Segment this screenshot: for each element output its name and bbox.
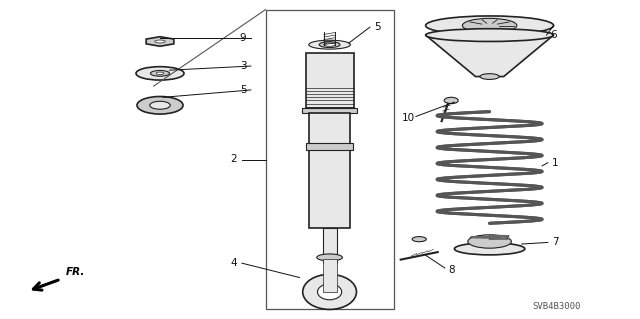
Ellipse shape: [317, 284, 342, 300]
Text: 9: 9: [240, 33, 246, 43]
Text: 3: 3: [240, 61, 246, 71]
Ellipse shape: [426, 16, 554, 35]
Bar: [309, 113, 351, 228]
Ellipse shape: [308, 40, 351, 49]
Ellipse shape: [319, 42, 340, 48]
Polygon shape: [146, 37, 174, 46]
Ellipse shape: [426, 29, 554, 41]
Bar: [303, 108, 357, 113]
Text: 7: 7: [552, 237, 558, 248]
Text: 2: 2: [230, 154, 237, 165]
Ellipse shape: [480, 74, 499, 79]
Text: SVB4B3000: SVB4B3000: [532, 302, 581, 311]
Ellipse shape: [303, 274, 356, 309]
Text: 5: 5: [374, 22, 381, 32]
Polygon shape: [426, 35, 554, 77]
Bar: [323, 259, 337, 292]
Bar: [307, 143, 353, 150]
Ellipse shape: [412, 237, 426, 242]
Ellipse shape: [468, 235, 511, 248]
Text: 4: 4: [230, 258, 237, 268]
Ellipse shape: [136, 67, 184, 80]
Ellipse shape: [155, 40, 165, 43]
Bar: [266, 10, 394, 309]
Ellipse shape: [454, 243, 525, 255]
Ellipse shape: [444, 97, 458, 104]
Ellipse shape: [137, 96, 183, 114]
Text: 6: 6: [550, 30, 557, 40]
Text: 5: 5: [240, 85, 246, 95]
Bar: [306, 53, 354, 108]
Ellipse shape: [324, 43, 335, 46]
Ellipse shape: [150, 70, 170, 76]
Ellipse shape: [317, 254, 342, 261]
Text: FR.: FR.: [66, 267, 85, 277]
Ellipse shape: [150, 101, 170, 109]
Ellipse shape: [156, 72, 164, 75]
Ellipse shape: [463, 19, 517, 33]
Text: 8: 8: [448, 264, 454, 275]
Text: 10: 10: [401, 113, 415, 123]
Text: 1: 1: [552, 158, 558, 168]
Bar: [323, 228, 337, 263]
